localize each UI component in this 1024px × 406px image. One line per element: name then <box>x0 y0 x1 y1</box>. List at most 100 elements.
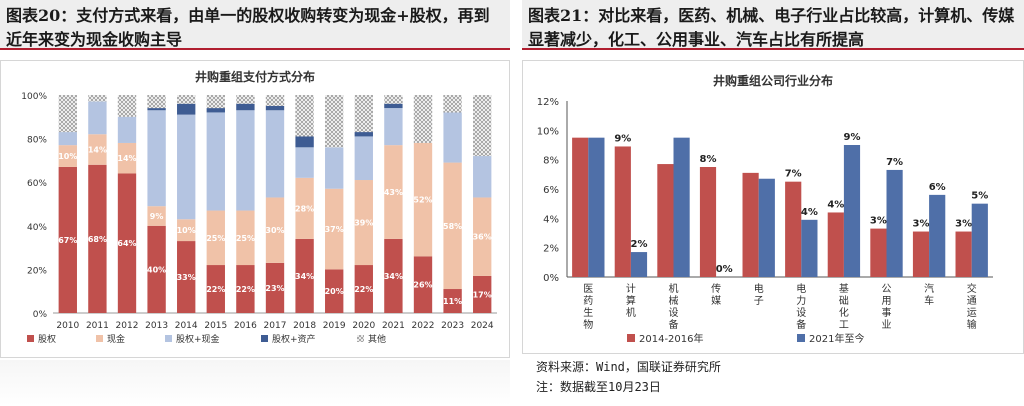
bar-segment <box>443 289 462 313</box>
bar-segment <box>147 206 166 226</box>
bar-segment <box>295 238 314 313</box>
legend-swatch <box>627 334 635 342</box>
data-label: 22% <box>354 285 373 294</box>
bar-segment <box>413 256 433 313</box>
bar-segment <box>177 103 196 115</box>
bar <box>758 178 775 277</box>
x-tick-label-char: 电 <box>796 282 806 295</box>
x-tick-label-char: 子 <box>754 295 764 307</box>
bar <box>843 145 861 277</box>
x-tick-label-char: 计 <box>626 282 636 295</box>
payment-method-chart-box: 井购重组支付方式分布 0% 20% 40% 60% 80% 100% 67% 10% 2010 68… <box>0 60 510 358</box>
bar-segment <box>354 265 373 313</box>
data-label: 9% <box>844 132 861 143</box>
x-tick-label: 2019 <box>323 321 346 331</box>
legend-swatch <box>27 335 34 342</box>
y-tick-label: 60% <box>27 179 47 189</box>
data-label: 14% <box>117 154 136 163</box>
bar-segment <box>147 108 166 111</box>
legend-label: 股权+现金 <box>176 333 220 345</box>
bar-segment <box>384 95 403 104</box>
data-label: 64% <box>117 239 136 248</box>
bar <box>742 172 759 277</box>
bar <box>801 219 818 277</box>
legend-swatch <box>165 335 172 342</box>
legend-label: 现金 <box>107 333 125 345</box>
x-tick-label-char: 传 <box>711 283 721 295</box>
data-label: 25% <box>236 234 255 243</box>
bar <box>614 146 631 277</box>
x-tick-label-char: 用 <box>882 296 892 307</box>
x-tick-label: 2016 <box>234 321 257 331</box>
y-tick-label: 12% <box>537 97 559 108</box>
bar-segment <box>413 95 433 143</box>
data-label: 22% <box>206 285 225 294</box>
x-tick-label-char: 基 <box>839 282 849 295</box>
bar-segment <box>88 101 107 135</box>
bar-segment <box>236 110 255 211</box>
bar-segment <box>177 241 196 313</box>
y-tick-label: 0% <box>33 310 48 320</box>
data-label: 4% <box>801 207 818 218</box>
legend-swatch <box>797 334 805 342</box>
x-tick-label: 2013 <box>145 321 168 331</box>
data-label: 37% <box>325 225 344 234</box>
chart-title: 井购重组支付方式分布 <box>195 69 315 84</box>
data-label: 58% <box>443 222 462 231</box>
source-note: 资料来源：Wind，国联证券研究所 <box>536 360 721 374</box>
industry-distribution-chart-box: 井购重组公司行业分布 0% 2% 4% 6% 8% 10% 12% 医药生物 9% 2% 计算机机械设… <box>522 60 1024 354</box>
x-tick-label-char: 设 <box>669 307 679 319</box>
y-tick-label: 4% <box>543 214 559 225</box>
x-tick-label-char: 化 <box>839 306 849 319</box>
bar-segment <box>443 112 462 163</box>
bar-segment <box>58 95 77 133</box>
chart-title: 井购重组公司行业分布 <box>713 73 833 88</box>
bar-segment <box>473 197 492 276</box>
bar-segment <box>473 156 492 198</box>
bar <box>870 228 887 277</box>
bar-segment <box>384 145 403 239</box>
x-tick-label-char: 机 <box>626 306 636 319</box>
data-label: 2% <box>631 239 648 250</box>
data-label: 33% <box>177 273 196 282</box>
industry-distribution-chart: 井购重组公司行业分布0%2%4%6%8%10%12%医药生物9%2%计算机机械设… <box>537 73 993 345</box>
bar-segment <box>354 180 373 266</box>
bar-segment <box>325 147 344 189</box>
y-tick-label: 100% <box>21 92 47 102</box>
bar-segment <box>236 95 255 104</box>
y-tick-label: 80% <box>27 136 47 146</box>
x-tick-label: 2023 <box>441 321 464 331</box>
bar-segment <box>117 95 137 117</box>
data-label: 52% <box>413 196 432 205</box>
left-figure-panel: 图表20：支付方式来看，由单一的股权收购转变为现金+股权，再到近年来变为现金收购… <box>0 0 510 406</box>
bar-segment <box>206 265 225 313</box>
x-tick-label-char: 通 <box>967 295 977 307</box>
data-label: 3% <box>870 216 887 227</box>
data-label: 7% <box>785 169 802 180</box>
data-label: 28% <box>295 204 314 213</box>
y-tick-label: 0% <box>543 273 559 284</box>
bar <box>971 203 988 277</box>
left-figure-caption: 图表20：支付方式来看，由单一的股权收购转变为现金+股权，再到近年来变为现金收购… <box>0 0 510 50</box>
data-label: 36% <box>473 233 492 242</box>
x-tick-label-char: 业 <box>882 319 892 331</box>
x-tick-label-char: 备 <box>669 318 679 331</box>
bar-segment <box>295 177 314 239</box>
legend-label: 2021年至今 <box>809 332 864 345</box>
bar-segment <box>473 275 492 313</box>
bar-segment <box>325 95 344 148</box>
x-tick-label-char: 础 <box>839 295 849 307</box>
bar-segment <box>58 132 77 146</box>
x-tick-label-char: 医 <box>583 283 593 295</box>
data-label: 9% <box>150 212 164 221</box>
y-tick-label: 2% <box>543 244 559 255</box>
x-tick-label-char: 工 <box>839 320 849 331</box>
bar-segment <box>473 95 492 157</box>
x-tick-label-char: 设 <box>796 307 806 319</box>
x-tick-label-char: 药 <box>583 295 593 307</box>
data-label: 67% <box>58 236 77 245</box>
bar-segment <box>265 197 285 263</box>
bar-segment <box>384 238 403 313</box>
bar-segment <box>147 110 166 207</box>
bar <box>588 137 605 277</box>
